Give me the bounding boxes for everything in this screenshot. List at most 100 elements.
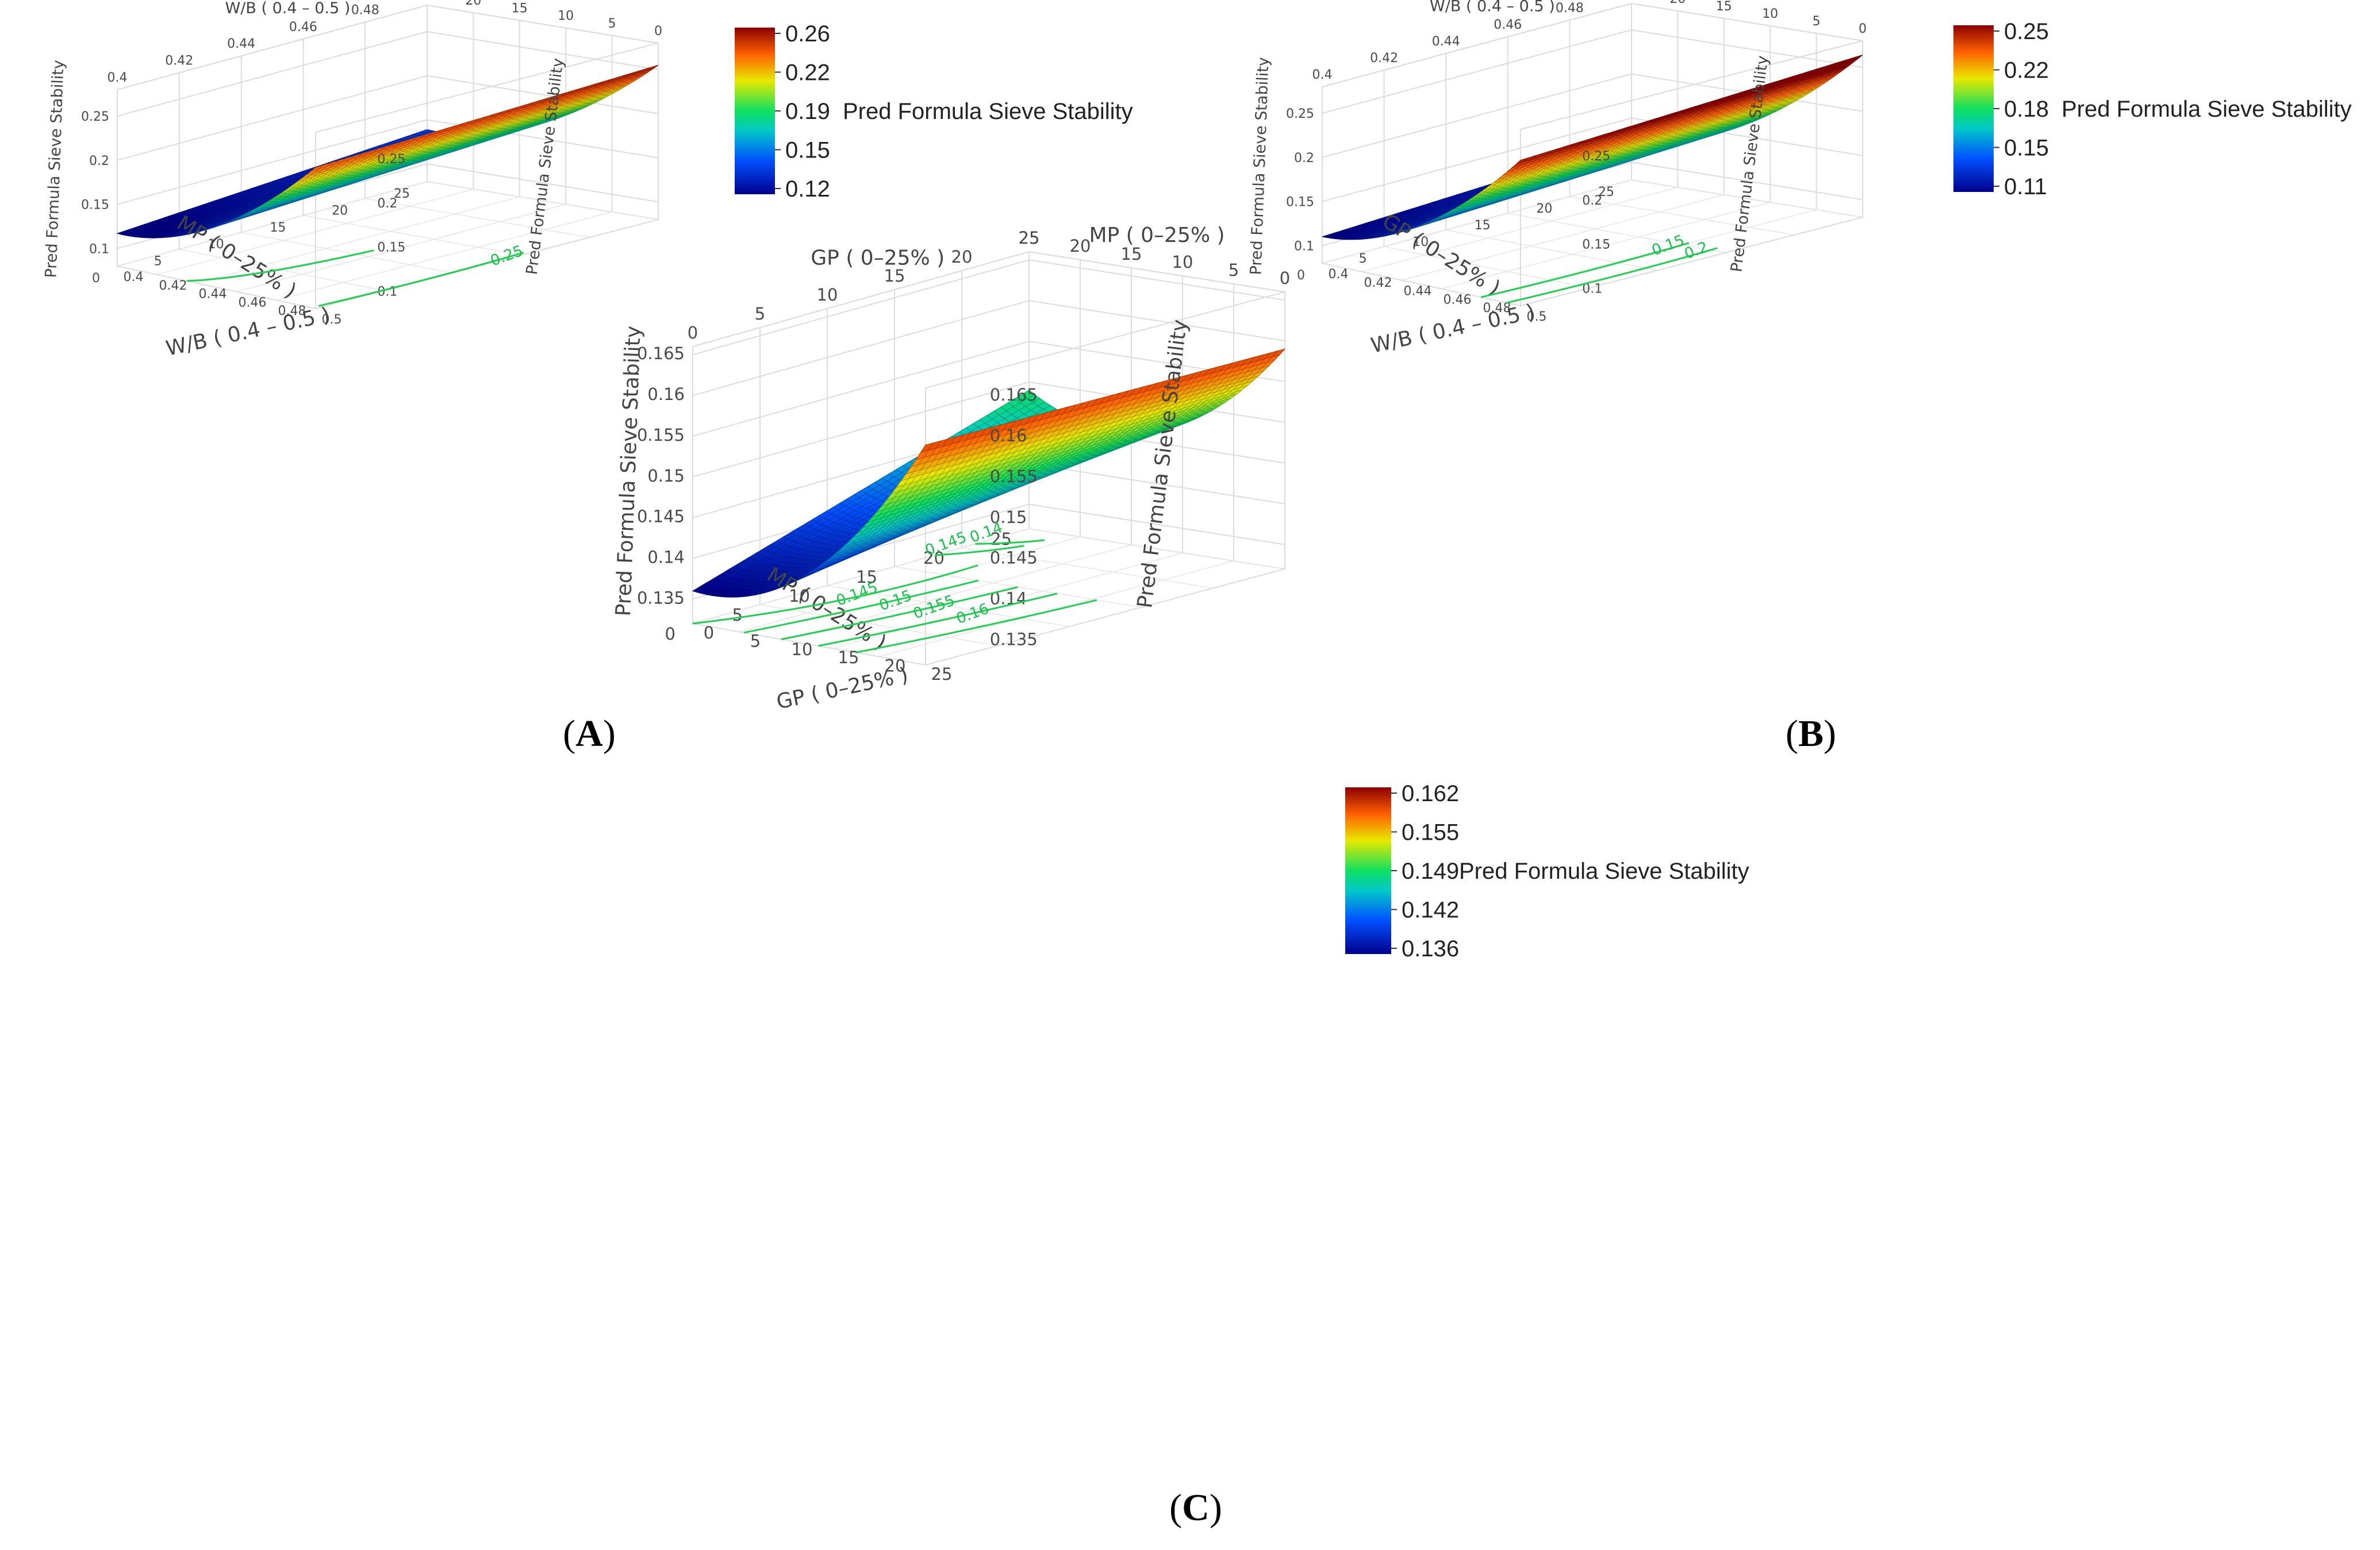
z-tick-right: 0.25 (377, 152, 405, 167)
x-tick-top: 0.46 (1494, 18, 1522, 32)
floor-gridline (1569, 196, 1795, 236)
x-tick-top: 0.4 (1312, 68, 1333, 82)
y-tick-top: 0 (1859, 22, 1867, 36)
y-tick-top: 0 (654, 24, 662, 39)
z-axis-title-left: Pred Formula Sieve Stability (42, 60, 67, 278)
contour-label: 0.2 (1682, 239, 1710, 263)
z-tick-left: 0.2 (89, 154, 109, 168)
x-axis-title-top: W/B ( 0.4 – 0.5 ) (225, 0, 351, 17)
x-tick-front: 0.44 (1404, 284, 1432, 299)
z-tick-left: 0.2 (1294, 151, 1314, 166)
y-tick-top: 25 (419, 0, 435, 1)
surface (116, 64, 659, 239)
y-tick-front: 20 (1536, 202, 1552, 216)
y-tick-front: 0 (92, 271, 100, 286)
x-tick-front: 0.42 (159, 279, 187, 293)
colorbar-title: Pred Formula Sieve Stability (2062, 97, 2352, 122)
panel-a: 0.40.420.440.460.480.505101520250.40.420… (42, 0, 1133, 755)
floor-gridline (365, 198, 590, 238)
y-tick-top: 5 (1813, 14, 1821, 29)
z-tick-left: 0.1 (89, 242, 109, 256)
x-tick-top: 0.48 (1556, 1, 1584, 16)
surface (692, 348, 1286, 598)
x-tick-top: 0.44 (1432, 34, 1460, 49)
z-axis-title-left: Pred Formula Sieve Stability (1247, 57, 1272, 275)
surface (1322, 55, 1863, 240)
x-tick-top: 0.48 (351, 3, 379, 17)
colorbar-tick-label: 0.25 (2004, 19, 2049, 44)
x-axis-title-front: W/B ( 0.4 – 0.5 ) (164, 303, 332, 360)
y-tick-front: 15 (1475, 218, 1491, 233)
box-top (1322, 2, 1863, 130)
floor-gridline (241, 232, 453, 274)
y-tick-top: 10 (558, 9, 574, 24)
z-tick-left: 0.15 (1286, 195, 1314, 210)
y-tick-top: 5 (608, 17, 616, 31)
z-tick-right: 0.2 (1582, 194, 1602, 208)
y-tick-top: 20 (1669, 0, 1686, 6)
floor-gridline (196, 196, 520, 284)
x-tick-front: 0.4 (1329, 267, 1349, 282)
x-tick-top: 0.44 (227, 37, 255, 51)
x-axis-title-front: W/B ( 0.4 – 0.5 ) (1369, 300, 1537, 357)
z-tick-left: 0.1 (1294, 239, 1314, 253)
x-tick-front: 0.46 (239, 295, 267, 310)
z-axis-title-right: Pred Formula Sieve Stability (523, 57, 567, 275)
z-tick-right: 0.2 (377, 197, 397, 211)
colorbar: 0.26 0.22 0.19 0.15 0.12 Pred Formula Sieve S… (735, 21, 1133, 202)
colorbar-tick-label: 0.15 (2004, 136, 2049, 161)
y-tick-top: 10 (1762, 7, 1778, 21)
floor-gridline (117, 181, 428, 267)
panel-b: 0.40.420.440.460.480.505101520250.40.420… (1247, 0, 2351, 755)
colorbar-title: Pred Formula Sieve Stability (843, 99, 1133, 124)
y-tick-top: 15 (1716, 0, 1732, 14)
x-tick-top: 0.42 (165, 54, 193, 68)
colorbar-gradient (1953, 25, 1994, 192)
colorbar-tick-label: 0.12 (785, 176, 830, 202)
colorbar-tick-label: 0.18 (2004, 97, 2049, 122)
colorbar-tick-label: 0.26 (785, 21, 830, 47)
z-gridline (692, 259, 1285, 356)
z-axis-title-right: Pred Formula Sieve Stability (1728, 55, 1772, 273)
y-tick-front: 5 (154, 255, 162, 269)
colorbar-gradient (735, 28, 775, 194)
floor-gridline (236, 203, 566, 293)
colorbar-tick-label: 0.11 (2004, 174, 2047, 199)
z-tick-right: 0.25 (1582, 149, 1610, 164)
floor-gridline (1480, 209, 1817, 298)
panel-label: (B) (1786, 713, 1836, 755)
y-tick-top: 15 (512, 1, 528, 16)
colorbar: 0.25 0.22 0.18 0.15 0.11 Pred Formula Sieve S… (1953, 19, 2352, 199)
colorbar-tick-label: 0.22 (785, 60, 830, 86)
colorbar-tick-label: 0.19 (785, 99, 830, 124)
x-tick-top: 0.4 (108, 71, 128, 85)
z-tick-right: 0.15 (377, 241, 405, 255)
contour-label: 0.15 (1649, 232, 1687, 259)
floor-gridline (427, 181, 659, 220)
x-tick-top: 0.46 (289, 20, 317, 34)
x-tick-front: 0.46 (1444, 293, 1472, 307)
contour-label: 0.25 (488, 243, 525, 270)
x-tick-front: 0.42 (1364, 276, 1392, 290)
z-tick-left: 0.15 (81, 198, 109, 213)
panel-label: (A) (563, 713, 616, 755)
y-tick-front: 0 (1297, 268, 1305, 283)
y-tick-front: 15 (270, 221, 286, 235)
floor-gridline (303, 215, 521, 256)
y-tick-front: 20 (332, 203, 348, 218)
x-tick-front: 0.4 (124, 270, 144, 284)
y-tick-top: 20 (465, 0, 481, 8)
x-tick-front: 0.44 (199, 287, 227, 302)
floor-edge (117, 219, 659, 310)
x-axis-title-top: W/B ( 0.4 – 0.5 ) (1430, 0, 1555, 15)
z-tick-right: 0.15 (1582, 238, 1610, 252)
y-tick-front: 5 (1359, 252, 1367, 266)
floor-gridline (275, 211, 612, 301)
z-tick-left: 0.25 (1286, 107, 1314, 121)
colorbar-tick-label: 0.15 (785, 138, 830, 163)
box-top (117, 4, 659, 133)
colorbar-tick-label: 0.22 (2004, 58, 2049, 83)
z-tick-left: 0.25 (81, 110, 109, 124)
